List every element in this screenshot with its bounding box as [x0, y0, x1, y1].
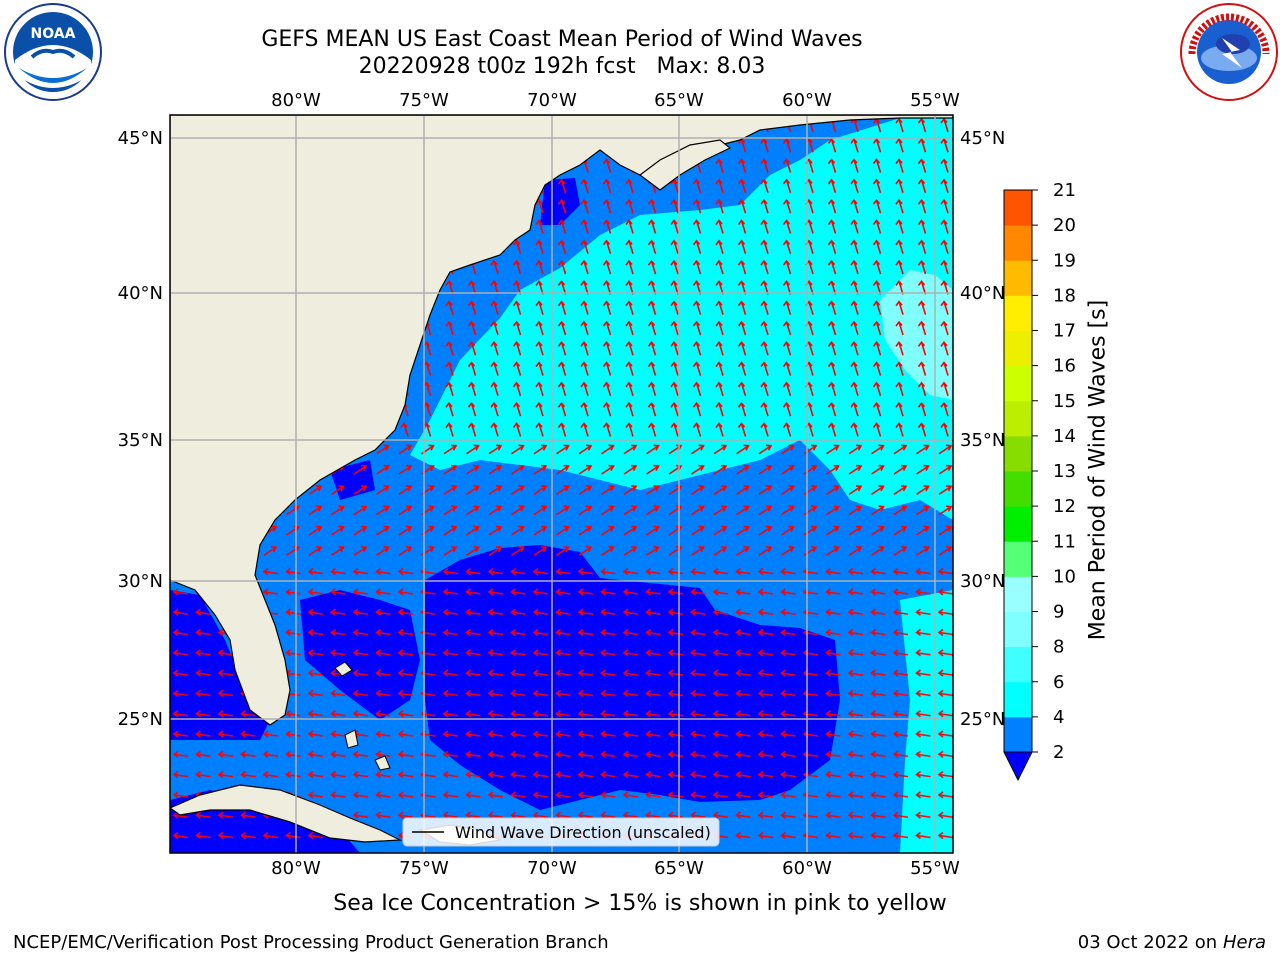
footer-credit: NCEP/EMC/Verification Post Processing Pr…: [13, 932, 609, 953]
colorbar-segment: [1004, 225, 1032, 261]
colorbar-segment: [1004, 576, 1032, 612]
colorbar-tick-label: 10: [1053, 566, 1076, 587]
map-gridlines: [170, 115, 953, 853]
lat-label: 30°N: [118, 571, 163, 592]
colorbar-segment: [1004, 471, 1032, 507]
lon-label: 75°W: [399, 90, 449, 111]
lon-label: 65°W: [654, 90, 704, 111]
sea-ice-note: Sea Ice Concentration > 15% is shown in …: [333, 891, 947, 916]
footer-date: 03 Oct 2022 on Hera: [1078, 932, 1266, 953]
svg-text:NOAA: NOAA: [31, 26, 76, 42]
lat-label: 45°N: [960, 128, 1005, 149]
colorbar-tick-label: 13: [1053, 461, 1076, 482]
lon-label: 60°W: [782, 858, 832, 879]
colorbar-segment: [1004, 260, 1032, 296]
colorbar-segment: [1004, 330, 1032, 367]
colorbar-tick-label: 12: [1053, 496, 1076, 517]
colorbar-segment: [1004, 435, 1032, 472]
lon-labels-top: 80°W 75°W 70°W 65°W 60°W 55°W: [271, 90, 960, 111]
lon-label: 55°W: [910, 90, 960, 111]
title-line-1: GEFS MEAN US East Coast Mean Period of W…: [261, 27, 863, 52]
colorbar-tick-label: 21: [1053, 180, 1076, 201]
lon-label: 70°W: [527, 90, 577, 111]
land-bahamas: [334, 661, 391, 771]
lon-label: 60°W: [782, 90, 832, 111]
colorbar-segment: [1004, 611, 1032, 648]
lat-label: 35°N: [118, 430, 163, 451]
colorbar-tick-label: 11: [1053, 531, 1076, 552]
lon-label: 80°W: [271, 858, 321, 879]
colorbar-tick-label: 20: [1053, 215, 1076, 236]
land-cuba: [170, 784, 403, 843]
lat-label: 40°N: [960, 283, 1005, 304]
lat-label: 40°N: [118, 283, 163, 304]
colorbar-tick-label: 14: [1053, 426, 1076, 447]
lon-label: 80°W: [271, 90, 321, 111]
colorbar: 2 4 6 8 9 10 11 12 13 14 15 16 17 18 19 20 21: [1003, 180, 1076, 782]
map-legend: Wind Wave Direction (unscaled): [402, 817, 720, 847]
footer-host: Hera: [1222, 932, 1266, 953]
colorbar-tick-label: 16: [1053, 356, 1076, 377]
lon-label: 55°W: [910, 858, 960, 879]
footer-date-text: 03 Oct 2022 on: [1077, 932, 1218, 953]
colorbar-segment: [1004, 506, 1032, 542]
colorbar-segment: [1004, 190, 1032, 226]
colorbar-tick-label: 18: [1053, 285, 1076, 306]
lon-labels-bottom: 80°W 75°W 70°W 65°W 60°W 55°W: [271, 858, 960, 879]
lon-label: 65°W: [654, 858, 704, 879]
lat-label: 30°N: [960, 571, 1005, 592]
colorbar-segment: [1004, 716, 1032, 753]
colorbar-segment: [1004, 400, 1032, 437]
nws-logo-icon: [1180, 3, 1278, 101]
lat-label: 35°N: [960, 430, 1005, 451]
colorbar-tick-label: 4: [1053, 707, 1064, 728]
chart-title: GEFS MEAN US East Coast Mean Period of W…: [0, 26, 1124, 80]
colorbar-segment: [1004, 681, 1032, 718]
colorbar-segment: [1004, 541, 1032, 577]
colorbar-segment: [1004, 646, 1032, 683]
colorbar-tick-label: 2: [1053, 742, 1064, 763]
legend-label: Wind Wave Direction (unscaled): [455, 823, 711, 842]
colorbar-tick-label: 8: [1053, 637, 1064, 658]
colorbar-tick-label: 9: [1053, 602, 1064, 623]
lon-label: 70°W: [527, 858, 577, 879]
map-area: [170, 115, 953, 853]
colorbar-under-extension: [1003, 751, 1033, 782]
map-frame: [169, 114, 954, 854]
colorbar-tick-label: 17: [1053, 321, 1076, 342]
lat-label: 45°N: [118, 128, 163, 149]
lat-label: 25°N: [960, 709, 1005, 730]
lat-labels-right: 45°N 40°N 35°N 30°N 25°N: [960, 128, 1005, 730]
colorbar-tick-label: 15: [1053, 391, 1076, 412]
colorbar-segment: [1004, 365, 1032, 402]
colorbar-title: Mean Period of Wind Waves [s]: [1085, 299, 1111, 641]
colorbar-tick-label: 19: [1053, 250, 1076, 271]
lon-label: 75°W: [399, 858, 449, 879]
land-nova-scotia: [639, 139, 732, 191]
title-line-2: 20220928 t00z 192h fcst Max: 8.03: [358, 54, 766, 79]
colorbar-segment: [1004, 295, 1032, 331]
noaa-logo-icon: NOAA: [4, 3, 102, 101]
lat-label: 25°N: [118, 709, 163, 730]
colorbar-tick-label: 6: [1053, 672, 1064, 693]
lat-labels-left: 45°N 40°N 35°N 30°N 25°N: [118, 128, 163, 730]
